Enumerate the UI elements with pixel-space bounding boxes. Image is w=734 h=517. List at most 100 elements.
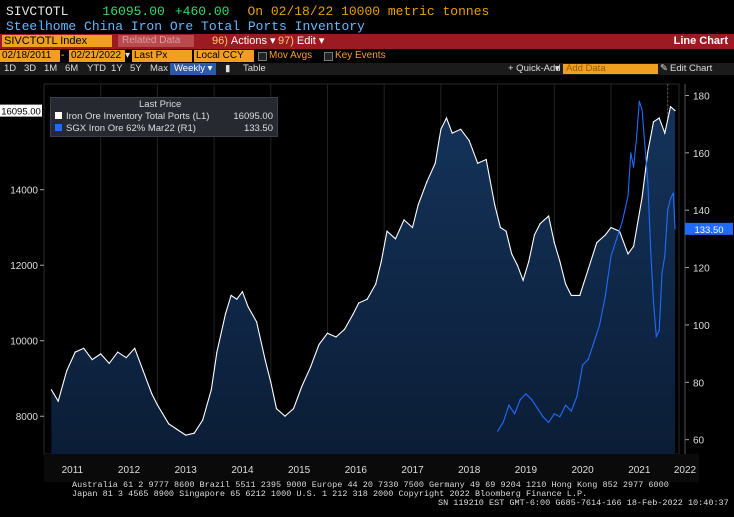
- inventory-point: [185, 434, 187, 436]
- period-max[interactable]: Max: [150, 63, 168, 74]
- sgx-point: [661, 272, 663, 274]
- inventory-point: [210, 389, 212, 391]
- table-button[interactable]: Table: [243, 63, 266, 74]
- sgx-point: [531, 398, 533, 401]
- inventory-point: [596, 242, 598, 244]
- security-name: Steelhome China Iron Ore Total Ports Inv…: [6, 19, 365, 34]
- period-ytd[interactable]: YTD: [87, 63, 106, 74]
- key-events-checkbox[interactable]: [324, 52, 333, 61]
- sgx-point: [669, 198, 672, 200]
- sgx-point: [559, 416, 561, 418]
- x-tick-label-2012: 2012: [118, 465, 141, 476]
- sgx-point: [497, 430, 499, 432]
- left-tick-label-10000: 10000: [10, 337, 38, 348]
- end-date-field[interactable]: 02/21/2022: [69, 50, 125, 62]
- legend-item-sgx[interactable]: SGX Iron Ore 62% Mar22 (R1): [55, 123, 196, 134]
- inventory-area-fill: [51, 106, 676, 454]
- currency-select[interactable]: Local CCY: [194, 50, 254, 62]
- inventory-point: [100, 353, 102, 355]
- x-tick-label-2011: 2011: [62, 465, 84, 476]
- inventory-point: [108, 362, 110, 364]
- inventory-point: [579, 294, 581, 296]
- inventory-point: [539, 223, 541, 225]
- inventory-point: [326, 332, 329, 334]
- frequency-select[interactable]: Weekly ▾: [170, 63, 217, 75]
- start-date-field[interactable]: 02/18/2011: [0, 50, 60, 62]
- inventory-point: [292, 408, 295, 410]
- inventory-point: [134, 347, 136, 349]
- period-5y[interactable]: 5Y: [130, 63, 142, 74]
- inventory-point: [202, 419, 204, 421]
- legend-item-inventory[interactable]: Iron Ore Inventory Total Ports (L1): [55, 111, 209, 122]
- inventory-point: [451, 132, 453, 134]
- footer: Australia 61 2 9777 8600 Brazil 5511 239…: [0, 481, 734, 517]
- sgx-point: [635, 137, 638, 140]
- sgx-point: [627, 195, 629, 197]
- edit-menu[interactable]: 97) Edit ▾: [278, 35, 325, 47]
- period-1y[interactable]: 1Y: [111, 63, 123, 74]
- inventory-point: [505, 230, 507, 232]
- inventory-point: [658, 117, 660, 119]
- sgx-point: [644, 146, 646, 148]
- edit-pencil-icon[interactable]: ✎: [660, 63, 668, 74]
- x-tick-label-2013: 2013: [175, 465, 198, 476]
- inventory-point: [284, 415, 286, 417]
- inventory-point: [610, 226, 612, 229]
- sgx-point: [508, 404, 510, 406]
- ticker-field[interactable]: SIVCTOTL Index: [2, 35, 112, 47]
- price-type-select[interactable]: Last Px: [132, 50, 192, 62]
- inventory-point: [445, 117, 448, 119]
- mov-avgs-checkbox[interactable]: [258, 52, 267, 61]
- inventory-point: [559, 260, 561, 262]
- security-header: SIVCTOTL 16095.00 +460.00 On 02/18/22 10000…: [6, 4, 489, 19]
- period-1d[interactable]: 1D: [4, 63, 17, 74]
- period-3d[interactable]: 3D: [24, 63, 37, 74]
- x-axis-band: [44, 454, 699, 482]
- actions-menu[interactable]: 96) Actions ▾: [212, 35, 276, 47]
- inventory-point: [264, 359, 266, 361]
- inventory-point: [352, 313, 354, 315]
- key-events-label[interactable]: Key Events: [335, 50, 386, 61]
- inventory-point: [142, 370, 144, 372]
- inventory-point: [236, 298, 238, 300]
- chart-type-label[interactable]: Line Chart: [673, 35, 728, 47]
- inventory-point: [528, 260, 530, 262]
- sgx-point: [536, 407, 538, 409]
- mov-avgs-label[interactable]: Mov Avgs: [269, 50, 313, 61]
- x-tick-label-2017: 2017: [401, 465, 424, 476]
- inventory-point: [522, 279, 524, 281]
- footer-session-line: SN 119210 EST GMT-6:00 G685-7614-166 18-…: [438, 498, 729, 508]
- inventory-point: [627, 253, 629, 255]
- inventory-point: [548, 215, 550, 217]
- period-1m[interactable]: 1M: [44, 63, 58, 74]
- sgx-point: [570, 410, 572, 412]
- inventory-point: [460, 128, 462, 130]
- add-data-input[interactable]: Add Data: [563, 64, 658, 74]
- right-tick-label-60: 60: [693, 436, 705, 447]
- quick-add-dropdown-icon[interactable]: ▾: [555, 63, 560, 74]
- line-chart[interactable]: 2011 2012 2013 2014 2015 2016 2017 2018 2019 2020…: [0, 76, 734, 482]
- inventory-point: [565, 283, 567, 285]
- related-data-button[interactable]: Related Data: [118, 35, 194, 47]
- inventory-series-line: [50, 105, 676, 436]
- inventory-point: [301, 385, 303, 387]
- inventory-point: [309, 366, 312, 368]
- sgx-point: [650, 249, 652, 251]
- edit-chart-button[interactable]: Edit Chart: [670, 63, 713, 74]
- sgx-point: [565, 404, 567, 406]
- sgx-point: [674, 228, 676, 230]
- chart-legend[interactable]: Last Price Iron Ore Inventory Total Port…: [50, 97, 278, 137]
- inventory-point: [224, 313, 226, 315]
- inventory-point: [604, 234, 606, 236]
- x-tick-label-2016: 2016: [345, 465, 368, 476]
- inventory-point: [256, 321, 258, 323]
- inventory-point: [117, 351, 119, 353]
- inventory-point: [57, 400, 59, 402]
- right-tick-label-180: 180: [693, 91, 710, 102]
- calendar-icon[interactable]: ▾: [125, 50, 131, 61]
- quick-add-button[interactable]: + Quick-Add: [508, 63, 561, 74]
- inventory-point: [533, 234, 536, 236]
- table-toggle-icon[interactable]: ▮: [225, 63, 231, 74]
- period-6m[interactable]: 6M: [65, 63, 79, 74]
- price-change: +460.00: [174, 4, 230, 19]
